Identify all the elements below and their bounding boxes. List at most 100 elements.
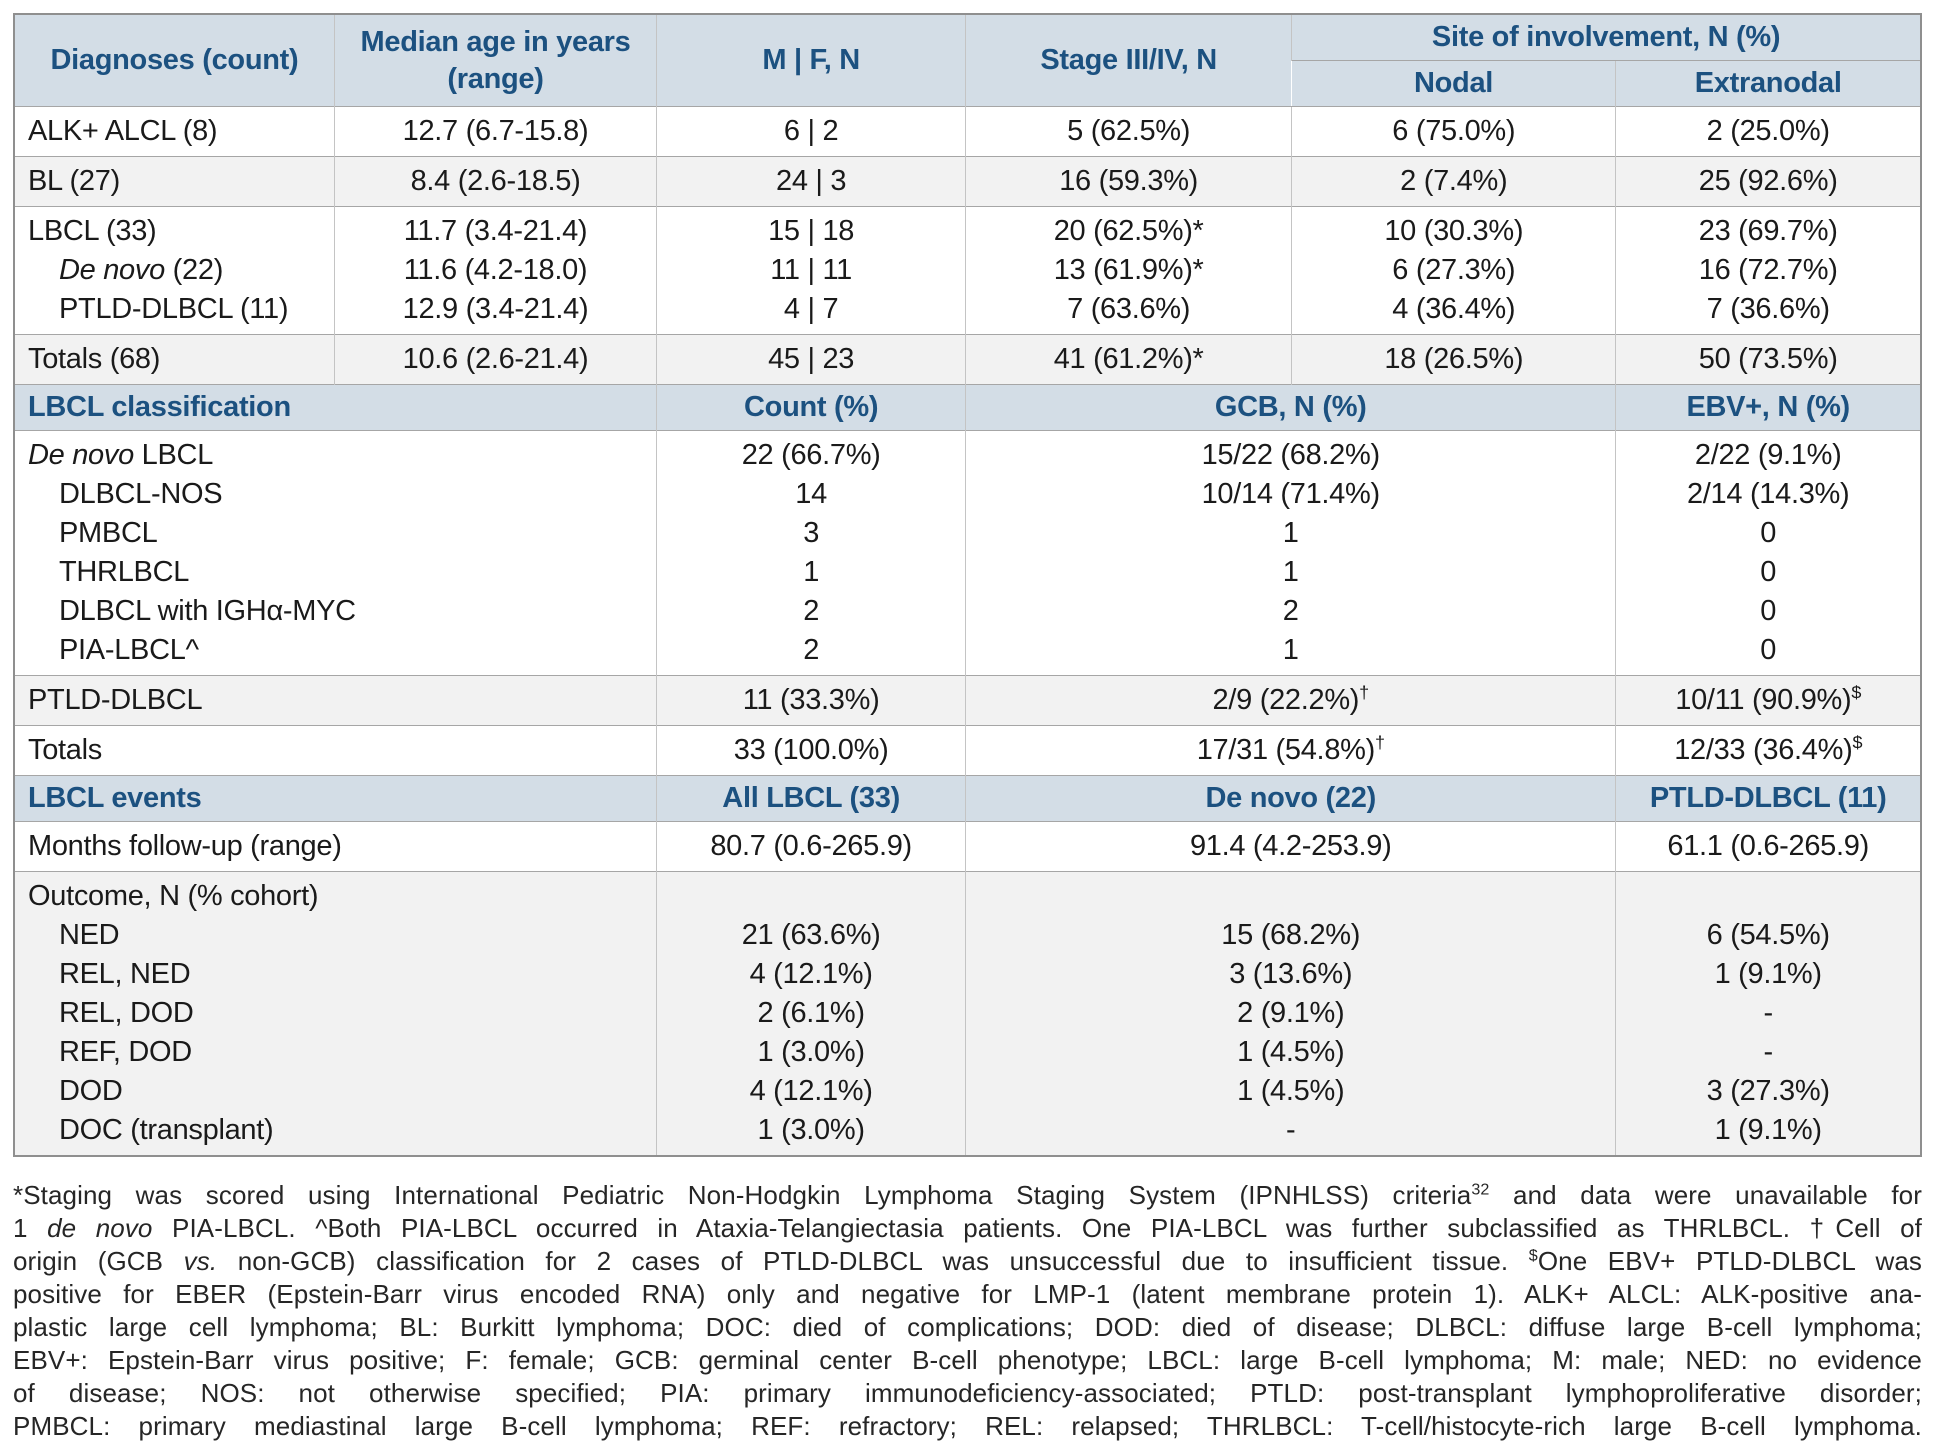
table-row: BL (27) 8.4 (2.6-18.5) 24 | 3 16 (59.3%) 2 (… bbox=[14, 156, 1921, 207]
table-cell: 10 (30.3%) 6 (27.3%) 4 (36.4%) bbox=[1291, 206, 1616, 335]
table-cell: 23 (69.7%) 16 (72.7%) 7 (36.6%) bbox=[1615, 206, 1921, 335]
cell-line: 11.7 (3.4-21.4) bbox=[403, 215, 588, 247]
cell-line: - bbox=[1763, 1036, 1774, 1068]
table-cell: Outcome, N (% cohort) NED REL, NED REL, DOD… bbox=[14, 871, 657, 1156]
cell-line: 45 | 23 bbox=[768, 343, 855, 375]
footnote-line: plastic large cell lymphoma; BL: Burkitt… bbox=[13, 1312, 1922, 1342]
cell-line: 21 (63.6%) bbox=[741, 919, 881, 951]
cell-line: 4 (36.4%) bbox=[1392, 293, 1516, 325]
header-cell: PTLD-DLBCL (11) bbox=[1615, 775, 1921, 822]
cell-line: REL, DOD bbox=[59, 997, 194, 1029]
cell-line: 0 bbox=[1760, 634, 1777, 666]
table-cell: 21 (63.6%) 4 (12.1%) 2 (6.1%) 1 (3.0%) 4 (12… bbox=[656, 871, 966, 1156]
table-row: ALK+ ALCL (8) 12.7 (6.7-15.8) 6 | 2 5 (62.5… bbox=[14, 106, 1921, 157]
cell-line: De novo (22) bbox=[59, 254, 224, 286]
cell-line: 16 (59.3%) bbox=[1059, 165, 1199, 197]
cell-line: 91.4 (4.2-253.9) bbox=[1189, 830, 1392, 862]
table-row: Outcome, N (% cohort) NED REL, NED REL, DOD… bbox=[14, 871, 1921, 1156]
cell-line: 16 (72.7%) bbox=[1698, 254, 1838, 286]
cell-line: 13 (61.9%)* bbox=[1053, 254, 1204, 286]
cell-line: 10.6 (2.6-21.4) bbox=[402, 343, 589, 375]
cell-line: 10/14 (71.4%) bbox=[1201, 478, 1381, 510]
cell-line: REF, DOD bbox=[59, 1036, 192, 1068]
table-cell: 17/31 (54.8%)† bbox=[965, 725, 1616, 776]
cell-line: 80.7 (0.6-265.9) bbox=[710, 830, 912, 862]
table-cell: 18 (26.5%) bbox=[1291, 334, 1616, 385]
cell-line: 1 (3.0%) bbox=[757, 1114, 866, 1146]
cell-line: 2 bbox=[803, 634, 820, 666]
table-cell: 2 (7.4%) bbox=[1291, 156, 1616, 207]
cell-line: 7 (63.6%) bbox=[1067, 293, 1191, 325]
cell-line: 12.7 (6.7-15.8) bbox=[402, 115, 589, 147]
cell-line: DLBCL-NOS bbox=[59, 478, 223, 510]
footnote-line: 1 de novo PIA-LBCL. ^Both PIA-LBCL occur… bbox=[13, 1213, 1922, 1243]
cell-line: 41 (61.2%)* bbox=[1053, 343, 1204, 375]
cell-line: 1 (4.5%) bbox=[1237, 1036, 1345, 1068]
header-cell: Diagnoses (count) bbox=[14, 13, 335, 107]
cell-line: 7 (36.6%) bbox=[1706, 293, 1830, 325]
header-row: LBCL events All LBCL (33) De novo (22) PTLD… bbox=[14, 775, 1921, 822]
cell-line: 2/9 (22.2%)† bbox=[1212, 682, 1370, 716]
table-row: Totals (68) 10.6 (2.6-21.4) 45 | 23 41 (61.… bbox=[14, 334, 1921, 385]
table-cell: 6 (75.0%) bbox=[1291, 106, 1616, 157]
cell-line: 12.9 (3.4-21.4) bbox=[402, 293, 589, 325]
table-cell: 11.7 (3.4-21.4) 11.6 (4.2-18.0) 12.9 (3.4-… bbox=[333, 206, 657, 335]
table-cell: BL (27) bbox=[14, 156, 335, 207]
cell-line bbox=[665, 877, 957, 916]
table-cell: Months follow-up (range) bbox=[14, 821, 657, 872]
header-cell: Site of involvement, N (%) bbox=[1291, 13, 1921, 61]
cell-line: 11.6 (4.2-18.0) bbox=[403, 254, 588, 286]
cell-line: BL (27) bbox=[28, 165, 120, 197]
cell-line: - bbox=[1763, 997, 1774, 1029]
cell-line: REL, NED bbox=[59, 958, 191, 990]
cell-line: 1 (9.1%) bbox=[1714, 958, 1823, 990]
cell-line: 2 bbox=[1282, 595, 1299, 627]
header-cell: LBCL classification bbox=[14, 384, 657, 431]
header-cell: M | F, N bbox=[656, 13, 966, 107]
table-figure: Diagnoses (count) Median age in years (ra… bbox=[13, 13, 1922, 1443]
table-cell: 61.1 (0.6-265.9) bbox=[1615, 821, 1921, 872]
table-cell: 10/11 (90.9%)$ bbox=[1615, 675, 1921, 726]
cell-line: 6 | 2 bbox=[783, 115, 839, 147]
cell-line: Totals bbox=[28, 734, 102, 766]
cell-line: DOD bbox=[59, 1075, 123, 1107]
footnote-line: origin (GCB vs. non-GCB) classification … bbox=[13, 1246, 1922, 1276]
table-cell: 15 (68.2%) 3 (13.6%) 2 (9.1%) 1 (4.5%) 1 (4.… bbox=[965, 871, 1616, 1156]
header-row: Diagnoses (count) Median age in years (ra… bbox=[14, 13, 1921, 107]
cell-line: 1 (3.0%) bbox=[757, 1036, 866, 1068]
cell-line: 3 (27.3%) bbox=[1706, 1075, 1830, 1107]
cell-line: THRLBCL bbox=[59, 556, 190, 588]
cell-line: 10 (30.3%) bbox=[1384, 215, 1524, 247]
footnote-line: of disease; NOS: not otherwise specified… bbox=[13, 1378, 1922, 1408]
table-cell: LBCL (33) De novo (22) PTLD-DLBCL (11) bbox=[14, 206, 335, 335]
cell-line: 0 bbox=[1760, 517, 1777, 549]
cell-line: LBCL (33) bbox=[28, 215, 157, 247]
cell-line: 18 (26.5%) bbox=[1384, 343, 1524, 375]
table-cell: PTLD-DLBCL bbox=[14, 675, 657, 726]
cell-line: 25 (92.6%) bbox=[1698, 165, 1838, 197]
cell-line: 11 | 11 bbox=[770, 254, 852, 286]
header-cell: All LBCL (33) bbox=[656, 775, 966, 822]
cell-line: 1 (9.1%) bbox=[1714, 1114, 1823, 1146]
cell-line: 61.1 (0.6-265.9) bbox=[1667, 830, 1869, 862]
table-cell: 22 (66.7%) 14 3 1 2 2 bbox=[656, 430, 966, 676]
cell-line: 0 bbox=[1760, 556, 1777, 588]
cell-line: 20 (62.5%)* bbox=[1053, 215, 1204, 247]
cell-line: 15/22 (68.2%) bbox=[1201, 439, 1381, 471]
cell-line: 4 | 7 bbox=[783, 293, 839, 325]
table-cell: 45 | 23 bbox=[656, 334, 966, 385]
header-cell: Median age in years (range) bbox=[333, 13, 657, 107]
table-cell: 10.6 (2.6-21.4) bbox=[333, 334, 657, 385]
header-cell: Count (%) bbox=[656, 384, 966, 431]
cell-line: 2/14 (14.3%) bbox=[1686, 478, 1850, 510]
footnote-line: PMBCL: primary mediastinal large B-cell … bbox=[13, 1411, 1922, 1441]
cell-line: 1 (4.5%) bbox=[1237, 1075, 1345, 1107]
table-cell: 15/22 (68.2%) 10/14 (71.4%) 1 1 2 1 bbox=[965, 430, 1616, 676]
table-cell: Totals bbox=[14, 725, 657, 776]
cell-line bbox=[1624, 877, 1912, 916]
cell-line: 15 (68.2%) bbox=[1221, 919, 1361, 951]
table-cell: 91.4 (4.2-253.9) bbox=[965, 821, 1616, 872]
cell-line: 8.4 (2.6-18.5) bbox=[410, 165, 581, 197]
cell-line bbox=[974, 877, 1607, 916]
cell-line: 12/33 (36.4%)$ bbox=[1674, 732, 1863, 766]
